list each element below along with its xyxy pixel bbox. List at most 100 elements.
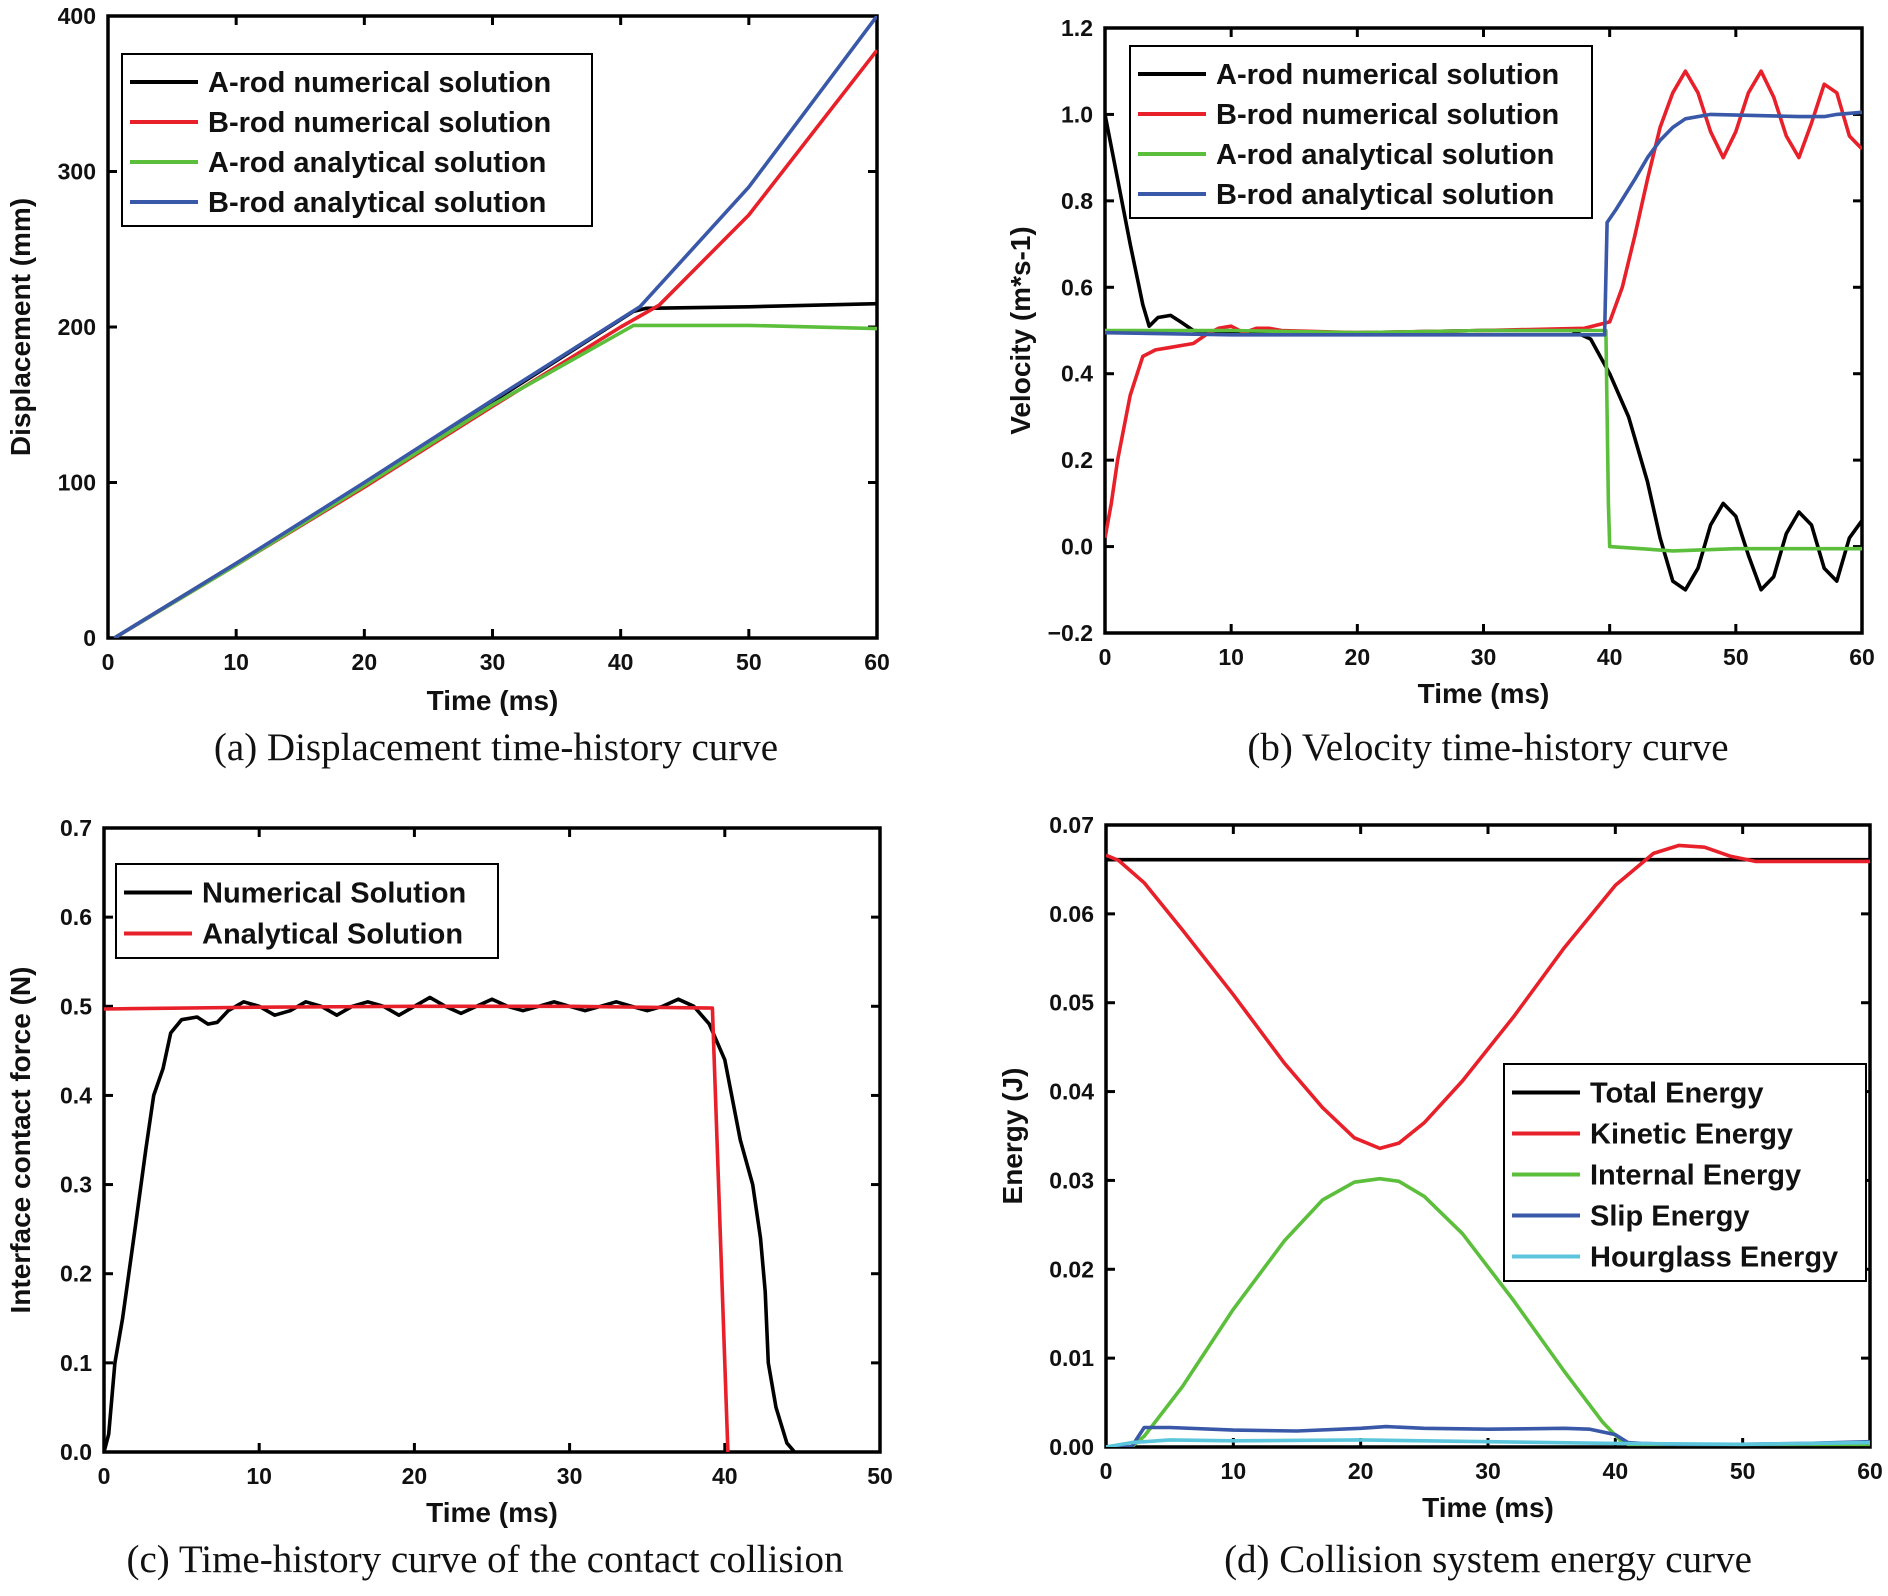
y-tick-label: 0.01 (1049, 1345, 1094, 1371)
y-tick-label: 0.2 (60, 1261, 92, 1287)
legend-label: Kinetic Energy (1590, 1119, 1793, 1151)
legend-label: A-rod numerical solution (1216, 59, 1559, 91)
y-tick-label: 300 (58, 159, 96, 185)
legend-label: Hourglass Energy (1590, 1242, 1838, 1274)
x-tick-label: 40 (1597, 644, 1623, 670)
panel-c-contact-force-chart: 0 10 20 30 40 50 0.0 0.1 0.2 0.3 0.4 0.5 0.6 0.7 Time … (5, 815, 893, 1581)
x-tick-label: 60 (864, 649, 890, 675)
series-line-3 (1105, 328, 1862, 553)
y-tick-label: 0.8 (1061, 188, 1093, 214)
y-tick-label: 0.04 (1049, 1079, 1094, 1105)
y-tick-label: 1.0 (1061, 101, 1093, 127)
y-tick-label: 0.0 (60, 1439, 92, 1465)
y-tick-label: 100 (58, 470, 96, 496)
x-axis-label: Time (ms) (427, 685, 559, 716)
x-tick-label: 0 (1100, 1458, 1113, 1484)
y-tick-label: 0.02 (1049, 1256, 1094, 1282)
x-tick-label: 40 (608, 649, 634, 675)
series-line-1 (104, 995, 796, 1452)
x-tick-label: 20 (402, 1463, 428, 1489)
x-tick-label: 60 (1857, 1458, 1883, 1484)
x-axis-label: Time (ms) (426, 1497, 558, 1528)
legend-label: Numerical Solution (202, 878, 466, 910)
y-axis-label: Velocity (m*s-1) (1005, 226, 1036, 435)
y-tick-label: 0.06 (1049, 901, 1094, 927)
series-line-2 (1106, 843, 1870, 1151)
x-tick-label: 50 (736, 649, 762, 675)
y-tick-label: 200 (58, 314, 96, 340)
x-tick-label: 40 (1603, 1458, 1629, 1484)
x-tick-label: 30 (557, 1463, 583, 1489)
x-tick-label: 20 (1345, 644, 1371, 670)
panel-a-displacement-chart: 0 10 20 30 40 50 60 0 100 200 300 400 Time (ms) Displ… (5, 3, 890, 769)
y-tick-label: 0.2 (1061, 447, 1093, 473)
panel-caption: (d) Collision system energy curve (1224, 1538, 1752, 1581)
x-tick-label: 10 (223, 649, 249, 675)
y-tick-label: 0.7 (60, 815, 92, 841)
series-line-4 (1105, 110, 1862, 337)
y-tick-label: 0.07 (1049, 812, 1094, 838)
y-tick-label: −0.2 (1048, 620, 1093, 646)
legend-label: B-rod numerical solution (208, 107, 551, 139)
series-line-3 (113, 323, 877, 638)
legend-box (115, 863, 499, 959)
legend-label: A-rod numerical solution (208, 67, 551, 99)
y-tick-label: 0.00 (1049, 1434, 1094, 1460)
legend-box (1129, 45, 1593, 219)
legend-label: Internal Energy (1590, 1160, 1801, 1192)
panel-caption: (a) Displacement time-history curve (214, 726, 778, 769)
x-tick-label: 40 (712, 1463, 738, 1489)
x-tick-label: 30 (1475, 1458, 1501, 1484)
series-line-1 (1105, 114, 1862, 592)
x-tick-label: 0 (98, 1463, 111, 1489)
y-tick-label: 0.6 (60, 904, 92, 930)
x-tick-label: 10 (1221, 1458, 1247, 1484)
series-line-4 (113, 16, 877, 638)
panel-caption: (b) Velocity time-history curve (1247, 726, 1728, 769)
y-tick-label: 0.03 (1049, 1167, 1094, 1193)
x-tick-label: 50 (1723, 644, 1749, 670)
y-tick-label: 0.5 (60, 993, 92, 1019)
x-tick-label: 50 (867, 1463, 893, 1489)
legend-label: A-rod analytical solution (1216, 139, 1554, 171)
legend-label: B-rod numerical solution (1216, 99, 1559, 131)
legend-label: Total Energy (1590, 1078, 1764, 1110)
legend-box (121, 53, 593, 227)
panel-b-velocity-chart: 0 10 20 30 40 50 60 −0.2 0.0 0.2 0.4 0.6 0.8 1.0 1.2 Ti… (1005, 15, 1875, 769)
panel-d-energy-chart: 0 10 20 30 40 50 60 0.00 0.01 0.02 0.03 0.04 0.05 0.0… (997, 812, 1883, 1581)
y-tick-label: 0 (83, 625, 96, 651)
legend-label: B-rod analytical solution (208, 187, 546, 219)
legend-label: A-rod analytical solution (208, 147, 546, 179)
y-axis-label: Interface contact force (N) (5, 967, 36, 1314)
y-tick-label: 0.3 (60, 1172, 92, 1198)
panel-caption: (c) Time-history curve of the contact co… (126, 1538, 843, 1581)
x-tick-label: 50 (1730, 1458, 1756, 1484)
y-axis-label: Displacement (mm) (5, 198, 36, 456)
x-axis-label: Time (ms) (1418, 678, 1550, 709)
plot-frame (102, 826, 882, 1454)
x-tick-label: 60 (1849, 644, 1875, 670)
y-tick-label: 0.4 (60, 1082, 92, 1108)
y-tick-label: 0.0 (1061, 534, 1093, 560)
x-tick-label: 20 (352, 649, 378, 675)
x-tick-label: 30 (480, 649, 506, 675)
series-line-1 (113, 301, 877, 638)
x-tick-label: 10 (1218, 644, 1244, 670)
series-line-5 (1106, 1438, 1870, 1447)
legend-label: Slip Energy (1590, 1201, 1750, 1233)
x-tick-label: 30 (1471, 644, 1497, 670)
y-axis-label: Energy (J) (997, 1068, 1028, 1205)
y-tick-label: 1.2 (1061, 15, 1093, 41)
y-tick-label: 0.05 (1049, 990, 1094, 1016)
x-axis-label: Time (ms) (1422, 1492, 1554, 1523)
y-tick-label: 0.1 (60, 1350, 92, 1376)
x-tick-label: 10 (246, 1463, 272, 1489)
x-tick-label: 20 (1348, 1458, 1374, 1484)
legend-label: Analytical Solution (202, 919, 463, 951)
x-tick-label: 0 (102, 649, 115, 675)
y-tick-label: 0.4 (1061, 361, 1093, 387)
x-tick-label: 0 (1099, 644, 1112, 670)
series-line-2 (104, 1004, 730, 1452)
y-tick-label: 0.6 (1061, 274, 1093, 300)
